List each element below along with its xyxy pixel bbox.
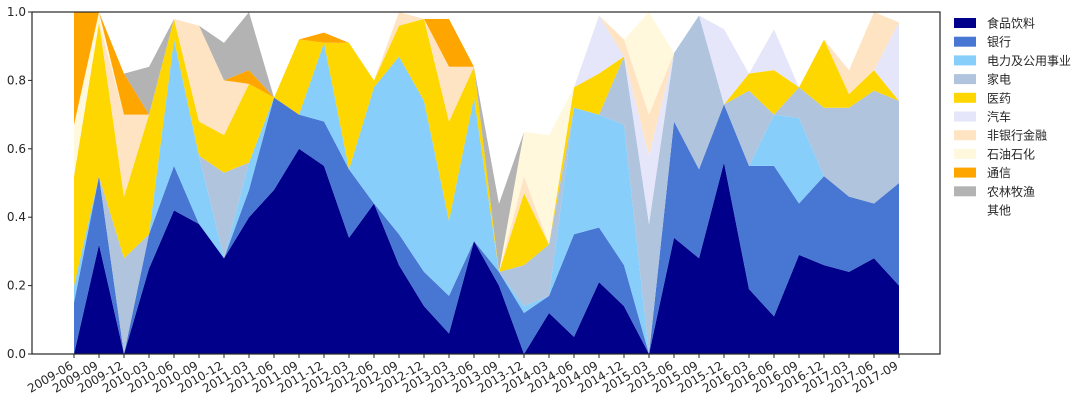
plot-frame	[31, 11, 941, 355]
legend-swatch	[954, 167, 976, 178]
legend-label: 通信	[987, 166, 1011, 180]
x-axis: 2009-062009-092009-122010-032010-062010-…	[25, 354, 901, 396]
area-series-3	[74, 15, 899, 354]
legend-label: 电力及公用事业	[987, 54, 1071, 68]
y-tick-label: 0.0	[7, 347, 26, 361]
legend-label: 银行	[987, 35, 1011, 49]
y-tick-label: 1.0	[7, 5, 26, 19]
y-tick-label: 0.2	[7, 279, 26, 293]
y-tick-label: 0.8	[7, 73, 26, 87]
legend-swatch	[954, 36, 976, 47]
legend-swatch	[954, 92, 976, 103]
legend-label: 农林牧渔	[987, 185, 1035, 199]
legend-swatch	[954, 130, 976, 141]
legend-swatch	[954, 148, 976, 159]
area-series-1	[74, 97, 899, 354]
legend-swatch	[954, 18, 976, 28]
area-series-2	[74, 39, 899, 355]
legend-label: 非银行金融	[987, 128, 1047, 143]
legend-swatch	[954, 205, 976, 215]
legend-label: 石油石化	[987, 147, 1035, 161]
y-tick-label: 0.6	[7, 142, 26, 156]
area-series-10	[74, 12, 899, 204]
area-layer	[74, 12, 899, 355]
legend-label: 食品饮料	[987, 16, 1035, 31]
legend-swatch	[954, 186, 976, 197]
legend-swatch	[954, 111, 976, 122]
area-series-0	[74, 148, 899, 354]
legend-swatch	[954, 74, 976, 85]
legend-label: 汽车	[987, 109, 1011, 124]
legend-swatch	[954, 55, 976, 66]
y-tick-label: 0.4	[7, 210, 26, 224]
area-series-9	[74, 12, 899, 272]
legend-label: 其他	[987, 204, 1011, 218]
y-axis: 0.0 0.2 0.4 0.6 0.8 1.0	[7, 5, 32, 361]
legend-label: 家电	[987, 72, 1011, 87]
area-series-4	[74, 15, 899, 286]
legend-label: 医药	[987, 91, 1011, 105]
